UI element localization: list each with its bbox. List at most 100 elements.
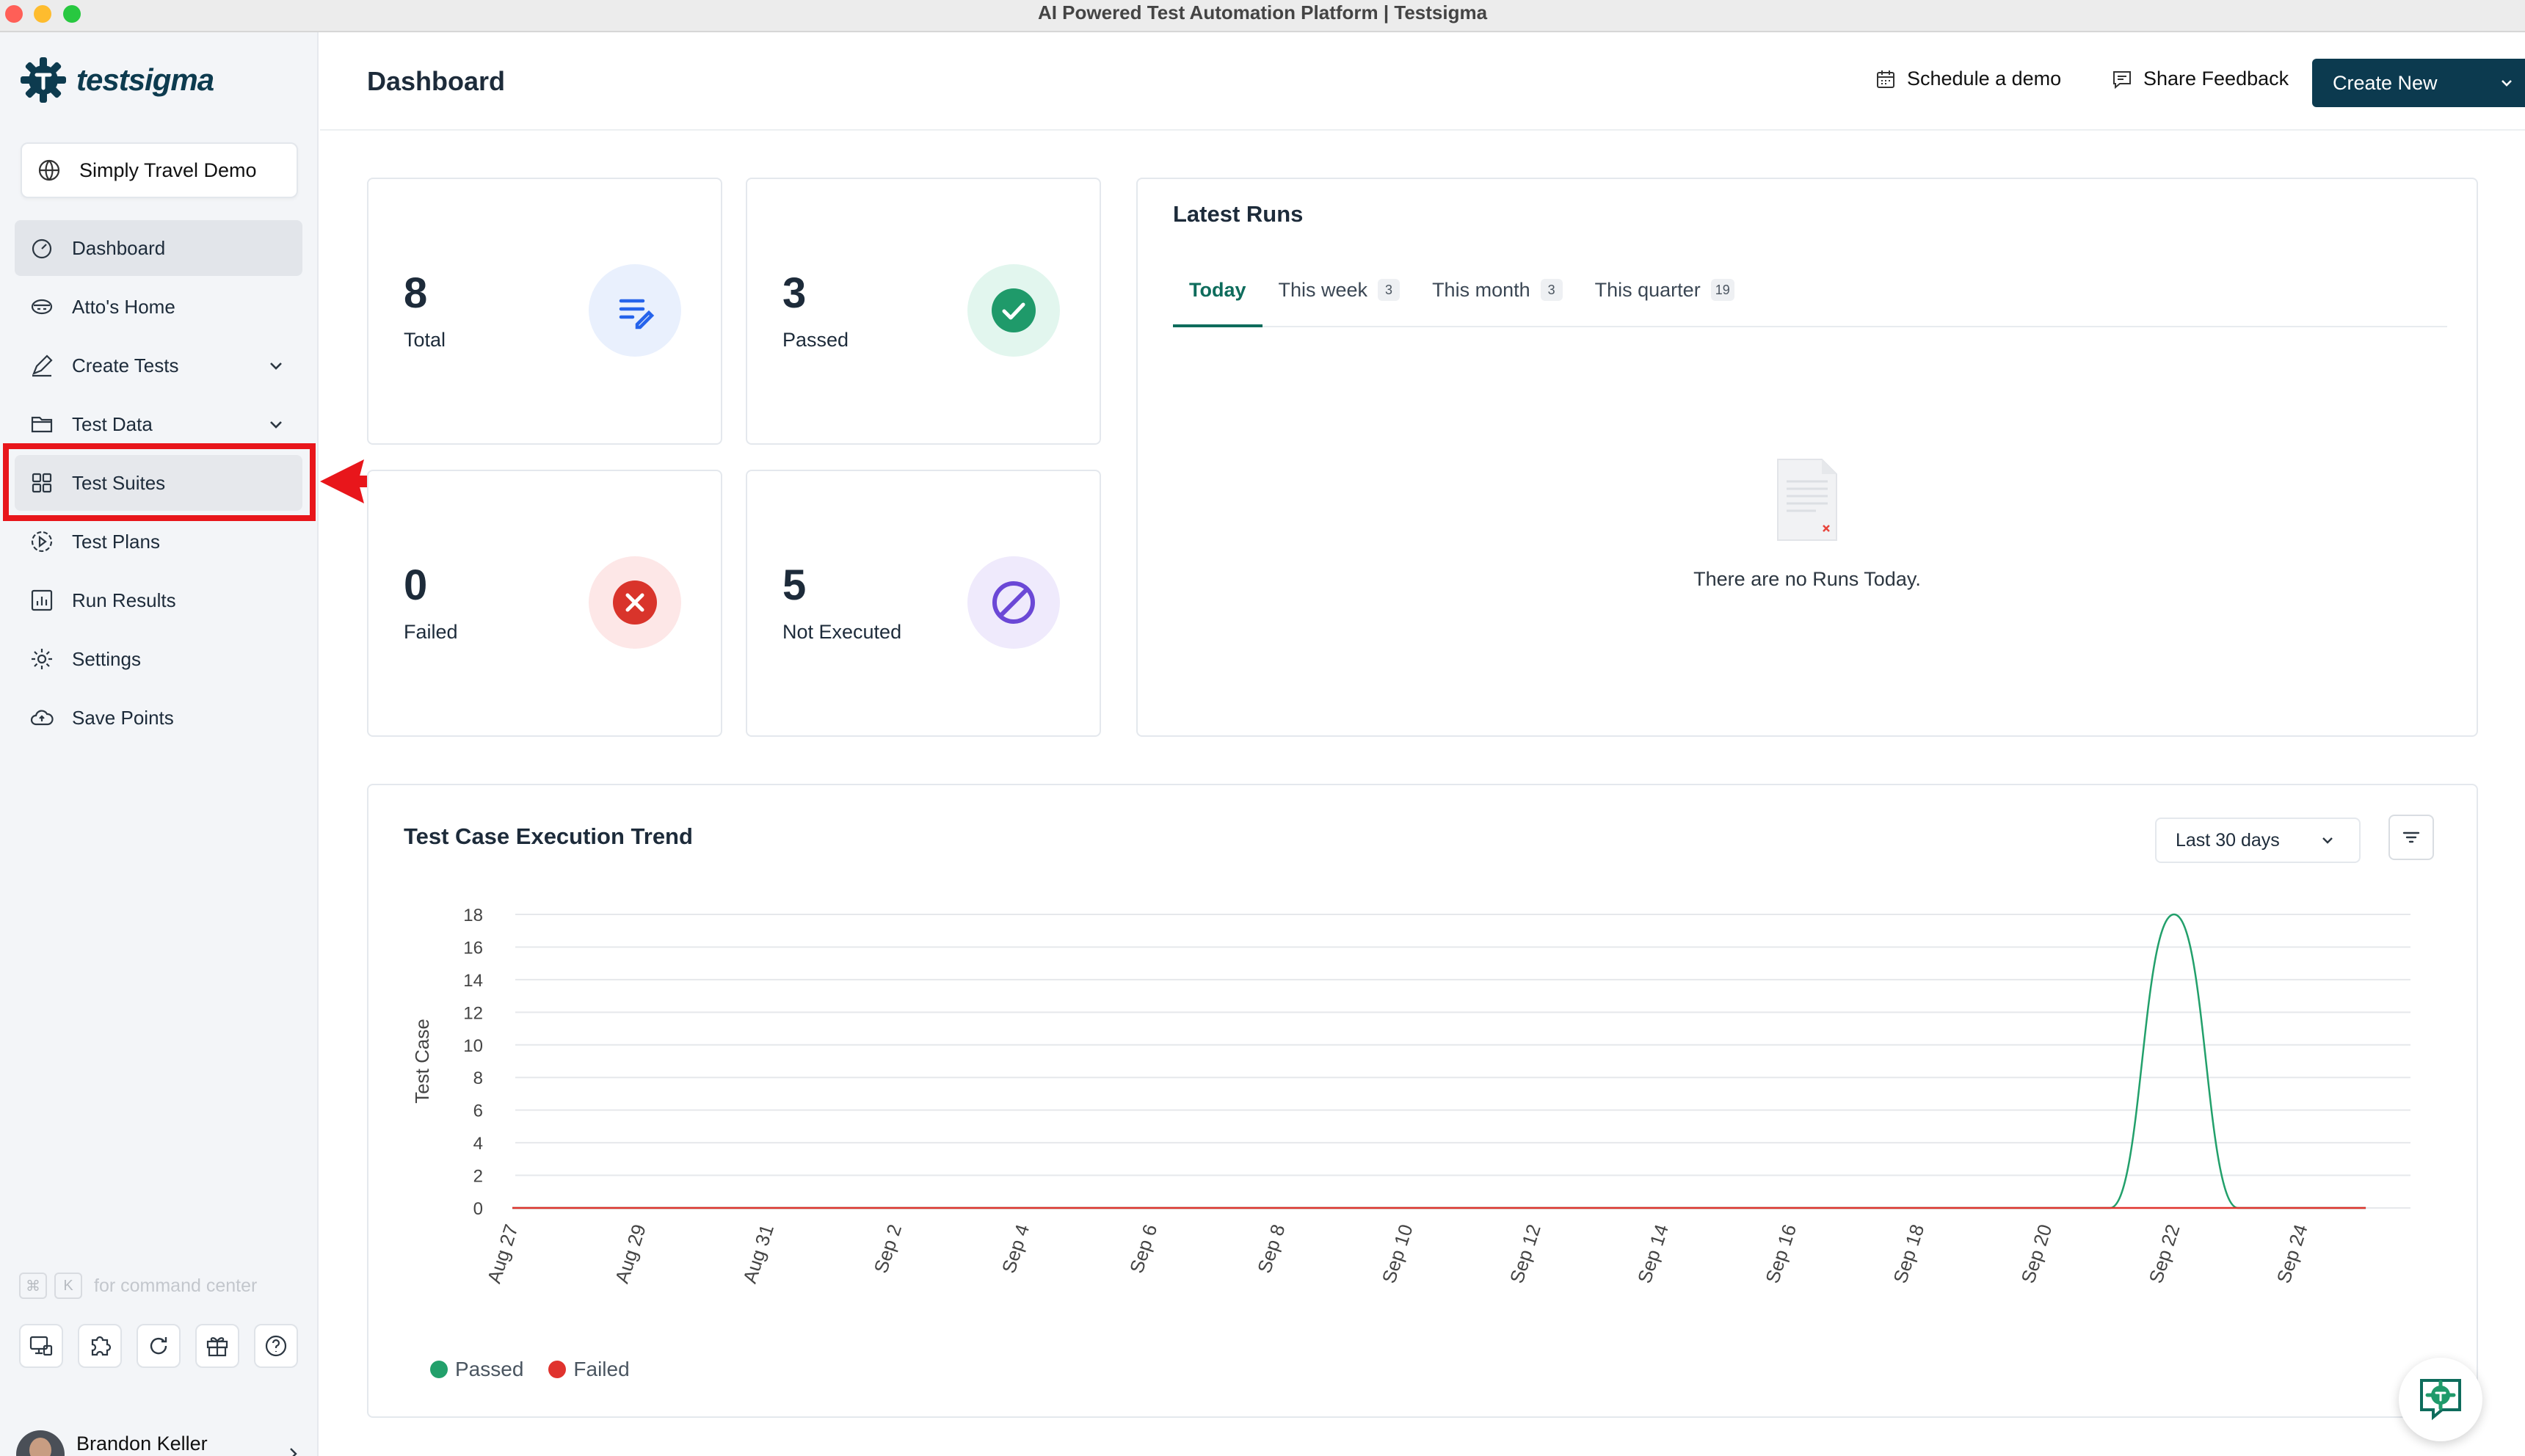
cloud-icon — [30, 710, 54, 726]
brand-logo[interactable]: testsigma — [19, 54, 214, 106]
filter-icon — [2402, 831, 2420, 843]
screen-share-icon — [29, 1336, 53, 1356]
create-new-label: Create New — [2333, 71, 2438, 94]
stat-label: Not Executed — [782, 621, 902, 643]
chevron-right-icon — [290, 1448, 297, 1456]
x-tick-label: Sep 6 — [1125, 1222, 1162, 1276]
atto-icon — [31, 299, 53, 315]
sidebar-item-label: Run Results — [72, 589, 176, 611]
x-tick-label: Sep 2 — [870, 1222, 907, 1276]
sidebar-item-settings[interactable]: Settings — [15, 631, 302, 687]
x-tick-label: Sep 14 — [1633, 1222, 1673, 1286]
play-circle-icon — [31, 531, 53, 553]
y-tick-label: 12 — [463, 1003, 483, 1023]
share-feedback-button[interactable]: Share Feedback — [2111, 68, 2289, 90]
sidebar-item-label: Test Data — [72, 412, 153, 435]
top-header: Dashboard Schedule a demo Share Feedback… — [320, 32, 2525, 131]
sidebar: testsigma Simply Travel Demo Dashboard A… — [0, 32, 319, 1456]
close-window-button[interactable] — [5, 5, 23, 23]
sidebar-item-attos-home[interactable]: Atto's Home — [15, 279, 302, 335]
schedule-demo-label: Schedule a demo — [1907, 68, 2062, 90]
x-icon — [613, 580, 657, 625]
help-button[interactable] — [254, 1324, 298, 1368]
y-tick-label: 10 — [463, 1036, 483, 1056]
bar-chart-icon — [31, 589, 53, 611]
workspace-selector[interactable]: Simply Travel Demo — [21, 142, 298, 198]
chevron-down-icon[interactable] — [266, 355, 286, 376]
create-new-button[interactable]: Create New — [2312, 59, 2525, 107]
execution-trend-panel: Test Case Execution Trend Last 30 days 0… — [367, 784, 2478, 1418]
series-line-passed — [512, 913, 2366, 1209]
puzzle-icon — [91, 1336, 112, 1356]
tab-count: 3 — [1540, 279, 1563, 301]
sidebar-item-run-results[interactable]: Run Results — [15, 572, 302, 628]
y-tick-label: 4 — [473, 1134, 483, 1154]
schedule-demo-button[interactable]: Schedule a demo — [1875, 68, 2061, 90]
sidebar-item-create-tests[interactable]: Create Tests — [15, 338, 302, 393]
trend-title: Test Case Execution Trend — [404, 823, 693, 849]
y-axis-label: Test Case — [411, 1019, 433, 1104]
tab-label: This month — [1432, 279, 1530, 301]
sidebar-item-test-plans[interactable]: Test Plans — [15, 514, 302, 569]
stat-badge — [589, 556, 681, 649]
trend-chart: 0 2 4 6 8 10 12 14 16 18 Test Case Aug 27 Aug 29 Aug … — [411, 906, 2410, 1286]
avatar — [16, 1430, 65, 1456]
x-tick-label: Sep 12 — [1505, 1222, 1545, 1286]
tab-label: Today — [1189, 279, 1246, 301]
latest-runs-title: Latest Runs — [1173, 201, 1304, 227]
annotation-highlight-box — [3, 443, 316, 521]
screen-share-button[interactable] — [19, 1324, 63, 1368]
chat-support-button[interactable] — [2399, 1358, 2482, 1441]
filter-button[interactable] — [2388, 815, 2434, 860]
window-title: AI Powered Test Automation Platform | Te… — [1037, 1, 1488, 23]
chart-legend: Passed Failed — [430, 1358, 655, 1381]
sidebar-item-test-suites[interactable]: Test Suites — [15, 455, 302, 511]
extensions-button[interactable] — [78, 1324, 122, 1368]
user-profile[interactable]: Brandon Keller Account Admin♛ — [16, 1427, 302, 1456]
grid-icon — [32, 473, 52, 493]
command-center-hint: ⌘ K for command center — [19, 1273, 257, 1299]
stat-label: Total — [404, 329, 446, 351]
sidebar-item-label: Test Suites — [72, 471, 166, 494]
command-center-text: for command center — [94, 1275, 258, 1296]
stat-value: 8 — [404, 269, 428, 317]
stat-card-not-executed[interactable]: 5 Not Executed — [746, 470, 1101, 737]
sidebar-item-test-data[interactable]: Test Data — [15, 396, 302, 452]
stat-card-passed[interactable]: 3 Passed — [746, 178, 1101, 445]
x-tick-label: Sep 24 — [2272, 1222, 2312, 1286]
tab-today[interactable]: Today — [1173, 274, 1262, 327]
stat-badge — [589, 264, 681, 357]
maximize-window-button[interactable] — [63, 5, 81, 23]
y-tick-label: 6 — [473, 1102, 483, 1121]
x-tick-label: Sep 4 — [998, 1222, 1034, 1276]
gear-icon — [32, 649, 52, 669]
sidebar-item-dashboard[interactable]: Dashboard — [15, 220, 302, 276]
tab-this-week[interactable]: This week 3 — [1262, 274, 1417, 327]
runs-tabs: Today This week 3 This month 3 This quarte… — [1173, 274, 2447, 327]
date-range-select[interactable]: Last 30 days — [2155, 818, 2361, 863]
y-tick-label: 14 — [463, 971, 483, 991]
stat-card-failed[interactable]: 0 Failed — [367, 470, 722, 737]
sidebar-item-save-points[interactable]: Save Points — [15, 690, 302, 746]
x-tick-label: Sep 16 — [1761, 1222, 1801, 1286]
whats-new-button[interactable] — [195, 1324, 239, 1368]
x-tick-label: Sep 20 — [2016, 1222, 2056, 1286]
sidebar-nav: Dashboard Atto's Home Create Tests Test … — [15, 220, 302, 749]
tab-this-month[interactable]: This month 3 — [1416, 274, 1579, 327]
stat-card-total[interactable]: 8 Total — [367, 178, 722, 445]
chevron-down-icon[interactable] — [266, 414, 286, 434]
legend-label: Passed — [455, 1358, 524, 1380]
legend-item-failed[interactable]: Failed — [548, 1358, 630, 1381]
legend-item-passed[interactable]: Passed — [430, 1358, 523, 1381]
page-title: Dashboard — [367, 66, 506, 96]
minimize-window-button[interactable] — [34, 5, 51, 23]
stat-value: 3 — [782, 269, 807, 317]
sync-button[interactable] — [137, 1324, 181, 1368]
globe-icon — [38, 159, 60, 181]
tab-this-quarter[interactable]: This quarter 19 — [1579, 274, 1751, 327]
legend-swatch — [430, 1361, 448, 1378]
tab-count: 3 — [1378, 279, 1400, 301]
stat-label: Passed — [782, 329, 849, 351]
tab-label: This quarter — [1594, 279, 1701, 301]
k-key: K — [54, 1273, 82, 1299]
